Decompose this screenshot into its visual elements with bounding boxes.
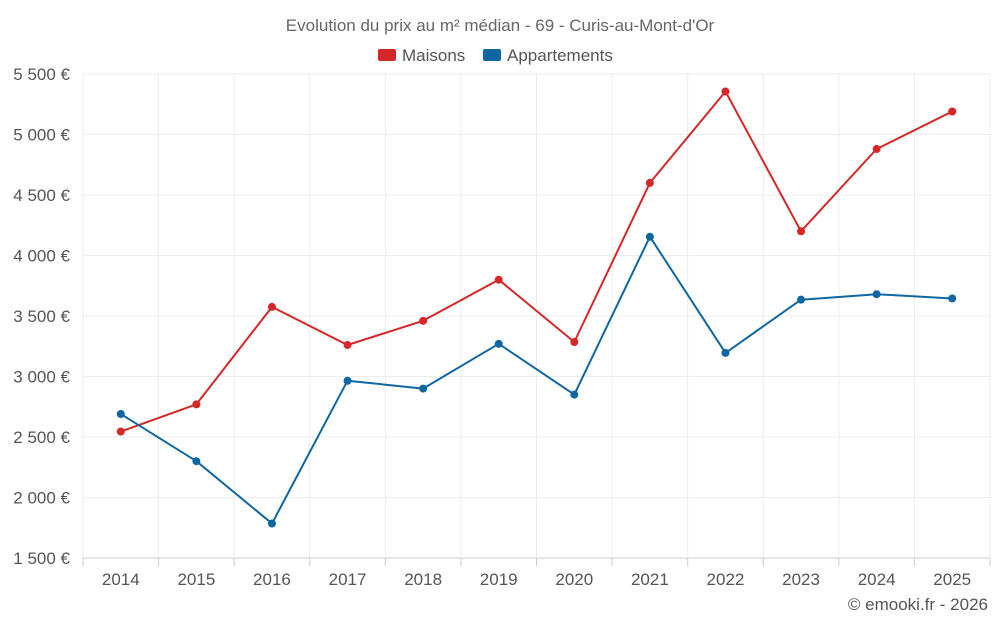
data-point[interactable] xyxy=(948,294,957,303)
data-point[interactable] xyxy=(872,145,881,154)
legend-swatch xyxy=(483,49,501,61)
legend-item-maisons[interactable]: Maisons xyxy=(378,46,465,65)
data-point[interactable] xyxy=(116,427,125,436)
x-tick-label: 2018 xyxy=(404,570,442,589)
legend-label: Appartements xyxy=(507,46,613,65)
y-tick-label: 5 000 € xyxy=(13,126,70,145)
data-point[interactable] xyxy=(872,290,881,299)
x-tick-label: 2015 xyxy=(177,570,215,589)
data-point[interactable] xyxy=(267,519,276,528)
data-point[interactable] xyxy=(645,178,654,187)
x-tick-label: 2019 xyxy=(480,570,518,589)
x-tick-label: 2020 xyxy=(555,570,593,589)
x-axis: 2014 2015 2016 2017 2018 2019 2020 2021 2022 2023… xyxy=(102,570,971,589)
y-tick-label: 5 500 € xyxy=(13,65,70,84)
data-point[interactable] xyxy=(721,87,730,96)
x-tick-label: 2023 xyxy=(782,570,820,589)
legend-swatch xyxy=(378,49,396,61)
x-tick-label: 2014 xyxy=(102,570,140,589)
data-point[interactable] xyxy=(419,384,428,393)
data-point[interactable] xyxy=(494,339,503,348)
legend-label: Maisons xyxy=(402,46,465,65)
x-tick-label: 2024 xyxy=(858,570,896,589)
series-layer xyxy=(116,87,957,528)
x-tick-label: 2016 xyxy=(253,570,291,589)
data-point[interactable] xyxy=(721,348,730,357)
data-point[interactable] xyxy=(267,302,276,311)
x-tick-label: 2017 xyxy=(329,570,367,589)
data-point[interactable] xyxy=(494,275,503,284)
y-tick-label: 4 000 € xyxy=(13,247,70,266)
chart-title: Evolution du prix au m² médian - 69 - Cu… xyxy=(286,16,715,35)
data-point[interactable] xyxy=(645,232,654,241)
y-tick-label: 3 500 € xyxy=(13,307,70,326)
x-tick-label: 2021 xyxy=(631,570,669,589)
data-point[interactable] xyxy=(419,316,428,325)
legend-item-appartements[interactable]: Appartements xyxy=(483,46,613,65)
data-point[interactable] xyxy=(192,400,201,409)
series-maisons xyxy=(116,87,957,436)
y-axis: 1 500 € 2 000 € 2 500 € 3 000 € 3 500 € 4 000… xyxy=(13,65,70,568)
data-point[interactable] xyxy=(343,376,352,385)
y-tick-label: 4 500 € xyxy=(13,186,70,205)
grid xyxy=(82,73,991,566)
y-tick-label: 3 000 € xyxy=(13,368,70,387)
y-tick-label: 2 000 € xyxy=(13,489,70,508)
y-tick-label: 2 500 € xyxy=(13,428,70,447)
series-appartements xyxy=(116,232,957,528)
x-tick-label: 2025 xyxy=(933,570,971,589)
data-point[interactable] xyxy=(192,457,201,466)
series-line xyxy=(120,235,953,525)
series-line xyxy=(120,90,953,433)
data-point[interactable] xyxy=(343,341,352,350)
data-point[interactable] xyxy=(116,410,125,419)
data-point[interactable] xyxy=(797,295,806,304)
data-point[interactable] xyxy=(570,338,579,347)
data-point[interactable] xyxy=(570,390,579,399)
y-tick-label: 1 500 € xyxy=(13,549,70,568)
credit: © emooki.fr - 2026 xyxy=(848,595,988,614)
data-point[interactable] xyxy=(797,227,806,236)
legend: Maisons Appartements xyxy=(378,46,613,65)
data-point[interactable] xyxy=(948,107,957,116)
x-tick-label: 2022 xyxy=(707,570,745,589)
